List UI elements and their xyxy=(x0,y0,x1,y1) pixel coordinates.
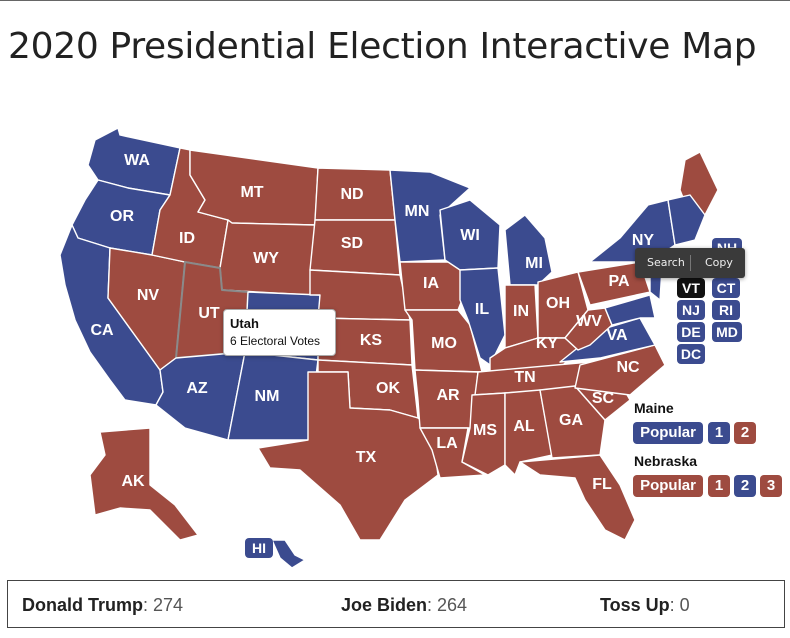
top-divider xyxy=(0,0,790,1)
text-selection-menu: Search Copy xyxy=(635,248,745,278)
nebraska-district-1-button[interactable]: 1 xyxy=(708,475,730,497)
state-ga[interactable] xyxy=(539,385,606,459)
tooltip-state-name: Utah xyxy=(230,316,259,331)
state-mi[interactable] xyxy=(504,214,553,286)
trump-tally: Donald Trump: 274 xyxy=(22,595,183,616)
tossup-votes: : 0 xyxy=(669,595,690,615)
state-box-ri[interactable]: RI xyxy=(712,300,740,320)
nebraska-title: Nebraska xyxy=(634,453,698,469)
state-tx[interactable] xyxy=(257,371,439,541)
biden-label: Joe Biden xyxy=(341,595,428,615)
state-tooltip: Utah 6 Electoral Votes xyxy=(223,309,336,356)
state-la[interactable] xyxy=(419,427,486,479)
nebraska-district-3-button[interactable]: 3 xyxy=(760,475,782,497)
state-wi[interactable] xyxy=(439,199,501,271)
trump-votes: : 274 xyxy=(143,595,184,615)
trump-label: Donald Trump xyxy=(22,595,143,615)
maine-district-1-button[interactable]: 1 xyxy=(708,422,730,444)
state-md-shape[interactable] xyxy=(604,294,656,326)
state-hi[interactable] xyxy=(271,539,306,569)
state-nd[interactable] xyxy=(314,167,396,221)
state-box-dc[interactable]: DC xyxy=(677,344,705,364)
state-ak[interactable] xyxy=(89,427,199,541)
state-box-ct[interactable]: CT xyxy=(712,278,740,298)
maine-title: Maine xyxy=(634,400,674,416)
biden-votes: : 264 xyxy=(427,595,468,615)
copy-menu-item[interactable]: Copy xyxy=(705,256,733,269)
maine-popular-button[interactable]: Popular xyxy=(633,422,703,444)
nebraska-popular-button[interactable]: Popular xyxy=(633,475,703,497)
maine-district-2-button[interactable]: 2 xyxy=(734,422,756,444)
state-fl[interactable] xyxy=(519,454,636,541)
tossup-tally: Toss Up: 0 xyxy=(600,595,690,616)
state-in[interactable] xyxy=(504,284,539,349)
state-box-nj[interactable]: NJ xyxy=(677,300,705,320)
state-box-md[interactable]: MD xyxy=(712,322,742,342)
state-mt[interactable] xyxy=(189,149,319,226)
state-new-england[interactable] xyxy=(667,194,706,246)
biden-tally: Joe Biden: 264 xyxy=(341,595,467,616)
search-menu-item[interactable]: Search xyxy=(647,256,685,269)
page-title: 2020 Presidential Election Interactive M… xyxy=(8,26,757,67)
tooltip-electoral-votes: 6 Electoral Votes xyxy=(230,334,321,348)
state-box-vt[interactable]: VT xyxy=(677,278,705,298)
state-box-de[interactable]: DE xyxy=(677,322,705,342)
state-sd[interactable] xyxy=(309,219,401,276)
nebraska-district-2-button[interactable]: 2 xyxy=(734,475,756,497)
electoral-tally-bar: Donald Trump: 274 Joe Biden: 264 Toss Up… xyxy=(7,580,785,628)
state-box-hi[interactable]: HI xyxy=(245,538,273,558)
state-il[interactable] xyxy=(459,267,506,366)
state-wy[interactable] xyxy=(219,219,316,296)
state-ar[interactable] xyxy=(414,369,479,429)
tossup-label: Toss Up xyxy=(600,595,670,615)
menu-divider xyxy=(690,255,691,271)
